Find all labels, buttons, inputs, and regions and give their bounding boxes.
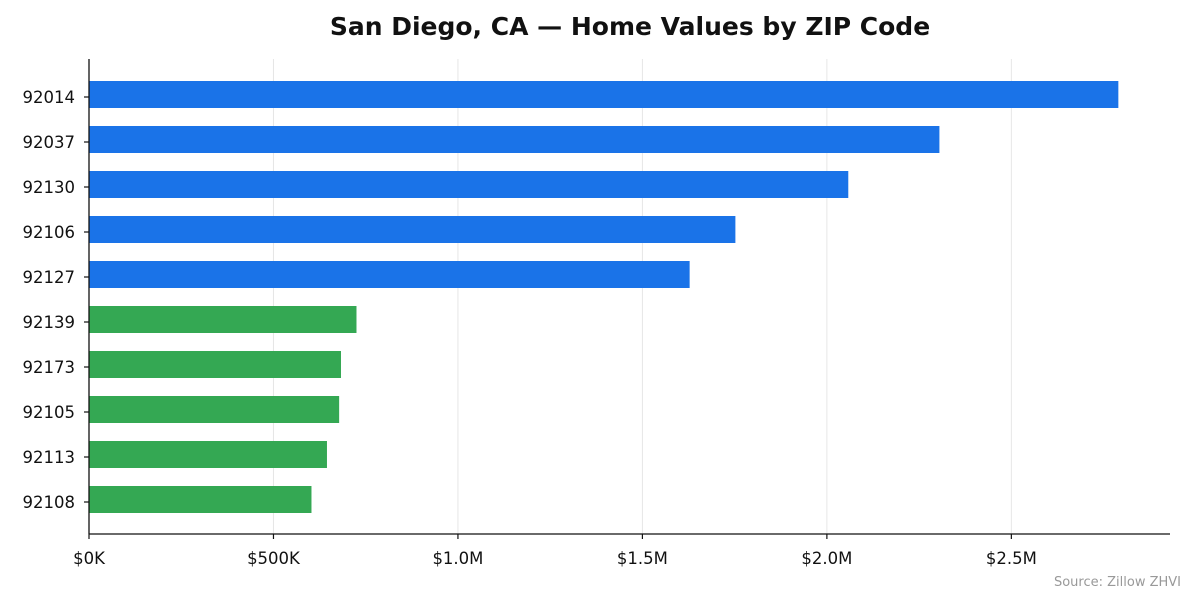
x-tick-label-5: $2.5M (986, 549, 1037, 568)
y-tick-label-92113: 92113 (23, 448, 76, 467)
x-axis-ticks: $0K $500K $1.0M $1.5M $2.0M $2.5M (73, 534, 1037, 568)
axes (88, 59, 1170, 535)
y-tick-label-92127: 92127 (23, 268, 76, 287)
y-tick-label-92130: 92130 (23, 178, 76, 197)
x-tick-label-4: $2.0M (801, 549, 852, 568)
y-tick-label-92106: 92106 (23, 223, 76, 242)
y-tick-label-92139: 92139 (23, 313, 76, 332)
x-tick-label-3: $1.5M (617, 549, 668, 568)
bar-92108 (89, 486, 312, 513)
bar-92014 (89, 81, 1119, 108)
y-tick-label-92173: 92173 (23, 358, 76, 377)
y-tick-label-92105: 92105 (23, 403, 76, 422)
bar-92127 (89, 261, 690, 288)
bar-92113 (89, 441, 327, 468)
bars (89, 81, 1119, 513)
y-axis-ticks: 92014 92037 92130 92106 92127 92139 92173 92105… (23, 88, 89, 512)
bar-92037 (89, 126, 940, 153)
bar-92130 (89, 171, 849, 198)
bar-92106 (89, 216, 736, 243)
x-tick-label-2: $1.0M (432, 549, 483, 568)
source-note: Source: Zillow ZHVI (1054, 575, 1181, 590)
bar-92105 (89, 396, 340, 423)
y-tick-label-92108: 92108 (23, 493, 76, 512)
y-tick-label-92014: 92014 (23, 88, 76, 107)
x-tick-label-1: $500K (247, 549, 301, 568)
chart-title: San Diego, CA — Home Values by ZIP Code (330, 12, 930, 41)
bar-92173 (89, 351, 341, 378)
x-tick-label-0: $0K (73, 549, 106, 568)
y-tick-label-92037: 92037 (23, 133, 76, 152)
bar-92139 (89, 306, 357, 333)
